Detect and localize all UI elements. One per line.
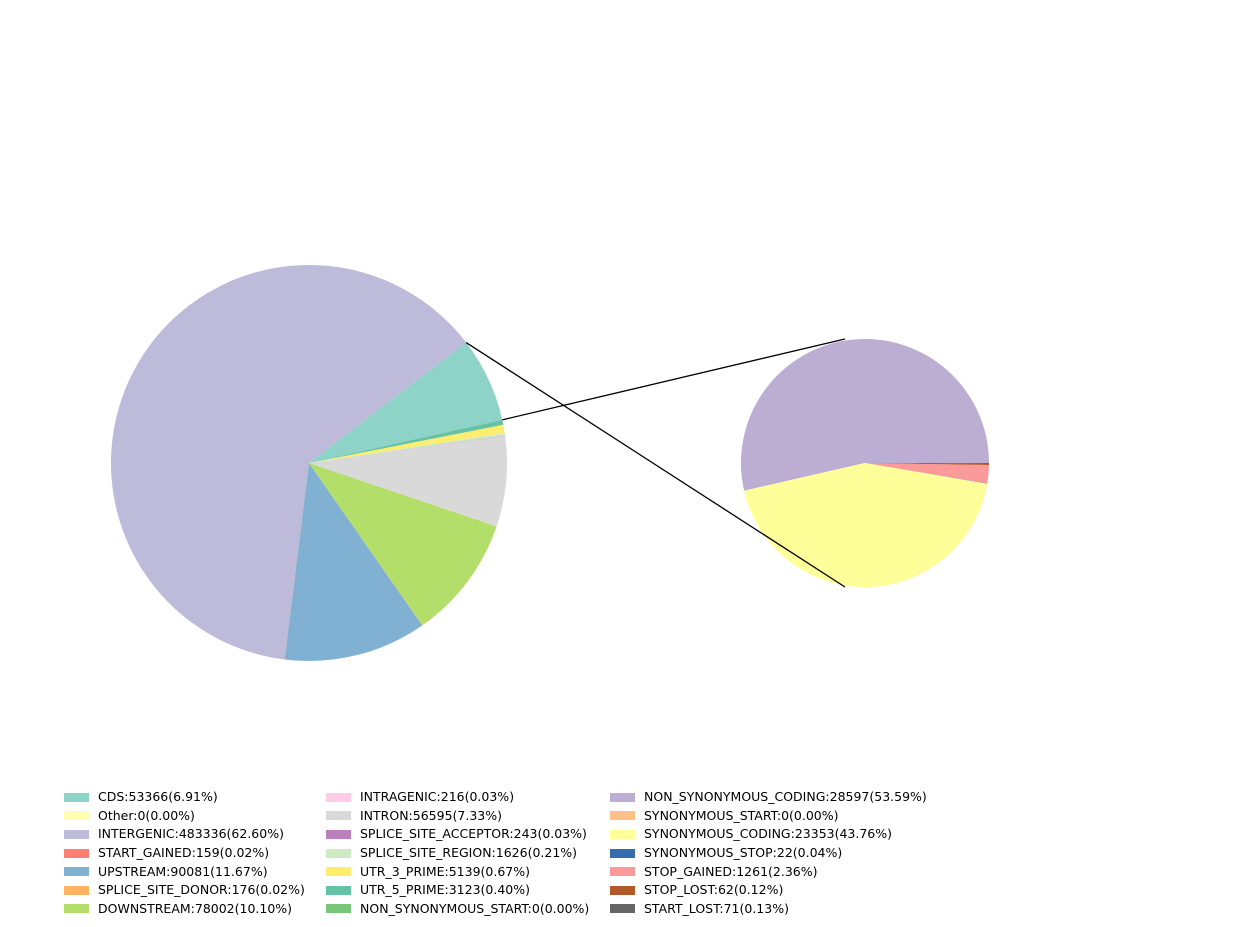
legend-label: START_GAINED:159(0.02%) xyxy=(98,845,270,861)
legend-swatch xyxy=(64,811,89,821)
pie1-slice-cds xyxy=(309,342,503,463)
connector-line-bottom xyxy=(465,341,846,588)
legend-label: INTRAGENIC:216(0.03%) xyxy=(360,789,515,805)
legend-item: SYNONYMOUS_START:0(0.00%) xyxy=(610,807,927,826)
legend-item: UTR_3_PRIME:5139(0.67%) xyxy=(326,862,589,881)
legend-item: Other:0(0.00%) xyxy=(64,807,305,826)
pie1-slice-splice-site-acceptor xyxy=(309,435,506,463)
legend-label: UTR_3_PRIME:5139(0.67%) xyxy=(360,863,531,879)
legend: CDS:53366(6.91%) Other:0(0.00%) INTERGENIC… xyxy=(64,788,1164,918)
legend-label: Other:0(0.00%) xyxy=(98,807,195,823)
legend-item: INTRON:56595(7.33%) xyxy=(326,807,589,826)
legend-label: NON_SYNONYMOUS_CODING:28597(53.59%) xyxy=(644,789,927,805)
legend-column: NON_SYNONYMOUS_CODING:28597(53.59%) SYNON… xyxy=(610,788,927,918)
legend-item: START_LOST:71(0.13%) xyxy=(610,900,927,919)
legend-item: STOP_GAINED:1261(2.36%) xyxy=(610,862,927,881)
pie2-slice-synonymous-coding xyxy=(744,463,988,587)
pie1-slice-splice-site-region xyxy=(309,432,506,463)
legend-item: START_GAINED:159(0.02%) xyxy=(64,844,305,863)
legend-label: INTRON:56595(7.33%) xyxy=(360,807,502,823)
pie1-slice-intragenic xyxy=(309,463,497,527)
pie1-slice-splice-site-donor xyxy=(309,463,423,626)
legend-label: INTERGENIC:483336(62.60%) xyxy=(98,826,284,842)
legend-swatch xyxy=(610,885,635,895)
legend-swatch xyxy=(610,904,635,914)
pie2-slice-start-lost xyxy=(865,463,989,465)
legend-item: DOWNSTREAM:78002(10.10%) xyxy=(64,900,305,919)
pie1-slice-downstream xyxy=(309,463,497,626)
legend-item: SYNONYMOUS_STOP:22(0.04%) xyxy=(610,844,927,863)
pie1-slice-start-gained xyxy=(284,463,309,660)
legend-swatch xyxy=(610,811,635,821)
legend-swatch xyxy=(326,904,351,914)
legend-swatch xyxy=(64,904,89,914)
pie-of-pie-chart xyxy=(110,264,989,661)
legend-item: NON_SYNONYMOUS_CODING:28597(53.59%) xyxy=(610,788,927,807)
pie2-slice-stop-lost xyxy=(865,463,989,465)
pie1-slice-intron xyxy=(309,435,507,526)
legend-item: INTERGENIC:483336(62.60%) xyxy=(64,825,305,844)
legend-swatch xyxy=(326,848,351,858)
legend-label: START_LOST:71(0.13%) xyxy=(644,900,789,916)
legend-swatch xyxy=(64,848,89,858)
legend-item: CDS:53366(6.91%) xyxy=(64,788,305,807)
legend-label: UTR_5_PRIME:3123(0.40%) xyxy=(360,882,531,898)
legend-column: CDS:53366(6.91%) Other:0(0.00%) INTERGENIC… xyxy=(64,788,305,918)
legend-item: UPSTREAM:90081(11.67%) xyxy=(64,862,305,881)
legend-label: DOWNSTREAM:78002(10.10%) xyxy=(98,900,293,916)
legend-swatch xyxy=(326,829,351,839)
legend-item: STOP_LOST:62(0.12%) xyxy=(610,881,927,900)
legend-label: SYNONYMOUS_CODING:23353(43.76%) xyxy=(644,826,893,842)
legend-item: UTR_5_PRIME:3123(0.40%) xyxy=(326,881,589,900)
legend-label: SYNONYMOUS_STOP:22(0.04%) xyxy=(644,845,843,861)
legend-swatch xyxy=(326,792,351,802)
legend-label: STOP_LOST:62(0.12%) xyxy=(644,882,784,898)
legend-item: INTRAGENIC:216(0.03%) xyxy=(326,788,589,807)
pie1-slice-upstream xyxy=(284,463,423,661)
legend-label: SPLICE_SITE_DONOR:176(0.02%) xyxy=(98,882,305,898)
legend-label: SPLICE_SITE_REGION:1626(0.21%) xyxy=(360,845,578,861)
legend-item: SYNONYMOUS_CODING:23353(43.76%) xyxy=(610,825,927,844)
legend-swatch xyxy=(326,885,351,895)
legend-item: SPLICE_SITE_DONOR:176(0.02%) xyxy=(64,881,305,900)
legend-swatch xyxy=(64,792,89,802)
legend-swatch xyxy=(610,829,635,839)
legend-label: CDS:53366(6.91%) xyxy=(98,789,218,805)
legend-item: SPLICE_SITE_REGION:1626(0.21%) xyxy=(326,844,589,863)
legend-label: SYNONYMOUS_START:0(0.00%) xyxy=(644,807,839,823)
connector-line-top xyxy=(502,338,846,421)
legend-swatch xyxy=(326,867,351,877)
chart-canvas xyxy=(110,264,989,661)
pie2-slice-non-synonymous-coding xyxy=(741,339,989,491)
legend-item: NON_SYNONYMOUS_START:0(0.00%) xyxy=(326,900,589,919)
pie1-slice-utr-5-prime xyxy=(309,419,504,463)
pie2-slice-stop-gained xyxy=(865,463,989,484)
legend-label: NON_SYNONYMOUS_START:0(0.00%) xyxy=(360,900,590,916)
legend-swatch xyxy=(64,885,89,895)
legend-column: INTRAGENIC:216(0.03%) INTRON:56595(7.33%)… xyxy=(326,788,589,918)
legend-swatch xyxy=(610,848,635,858)
legend-label: SPLICE_SITE_ACCEPTOR:243(0.03%) xyxy=(360,826,587,842)
legend-label: UPSTREAM:90081(11.67%) xyxy=(98,863,268,879)
pie2-slice-synonymous-stop xyxy=(865,463,988,484)
legend-label: STOP_GAINED:1261(2.36%) xyxy=(644,863,818,879)
legend-item: SPLICE_SITE_ACCEPTOR:243(0.03%) xyxy=(326,825,589,844)
legend-swatch xyxy=(610,792,635,802)
pie1-slice-utr-3-prime xyxy=(309,424,505,463)
legend-swatch xyxy=(64,829,89,839)
legend-swatch xyxy=(64,867,89,877)
legend-swatch xyxy=(610,867,635,877)
pie1-slice-intergenic xyxy=(110,264,467,660)
legend-swatch xyxy=(326,811,351,821)
